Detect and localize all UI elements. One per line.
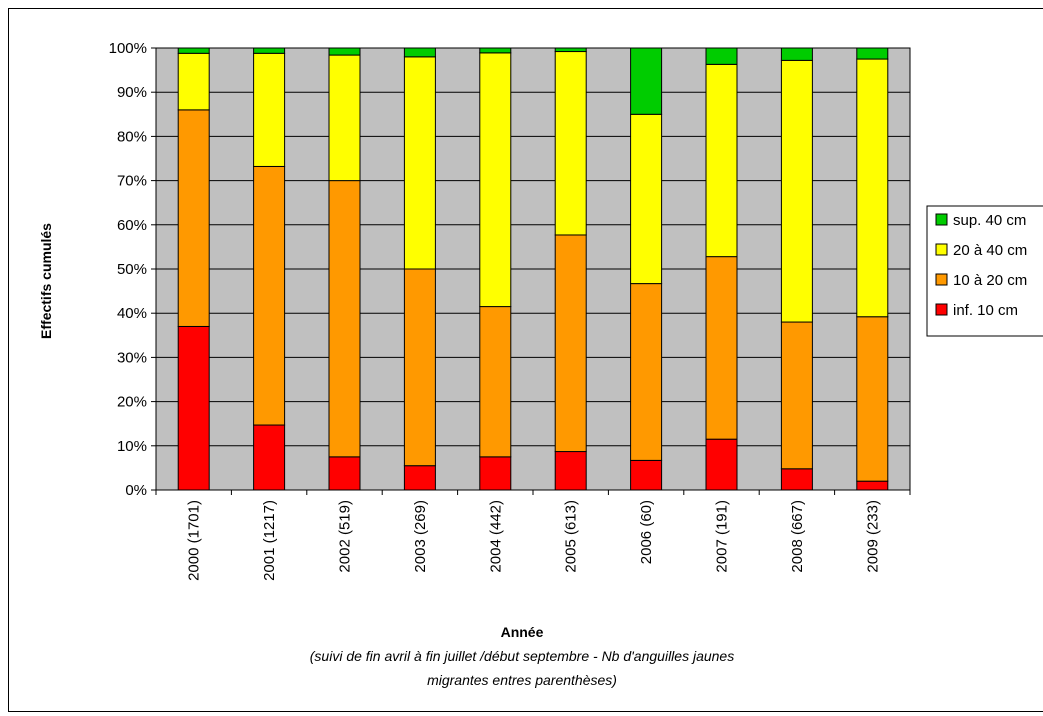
bar-segment-2-10 — [856, 316, 889, 482]
chart-frame: 0% 10% 20% 30% 40% 50% 60% 70% 80% 90% 100% 2000 (… — [8, 8, 1043, 712]
bar-segment-3-9 — [780, 59, 813, 323]
bar-segment-4-9 — [780, 47, 813, 61]
x-tick-label: 2006 (60) — [638, 500, 655, 564]
bar-segment-4-2 — [253, 47, 286, 54]
legend: sup. 40 cm 20 à 40 cm 10 à 20 cm inf. 10 cm — [926, 205, 1043, 337]
bar-segment-4-1 — [177, 47, 210, 54]
x-axis-label: Année — [501, 624, 544, 640]
x-tick-label: 2000 (1701) — [186, 500, 203, 581]
bar-segment-3-6 — [554, 51, 587, 236]
bar-segment-3-10 — [856, 58, 889, 318]
y-tick-label: 50% — [117, 261, 147, 278]
bar-segment-2-1 — [177, 109, 210, 327]
bar-segment-4-4 — [403, 47, 436, 58]
bar-segment-3-4 — [403, 56, 436, 270]
bar-segment-1-8 — [705, 438, 738, 491]
bar-segment-1-10 — [856, 480, 889, 491]
bar-segment-4-6 — [554, 47, 587, 53]
y-tick-label: 80% — [117, 128, 147, 145]
bar-segment-2-7 — [630, 283, 663, 461]
bar-segment-1-1 — [177, 325, 210, 491]
y-tick-label: 20% — [117, 394, 147, 411]
x-tick-label: 2005 (613) — [563, 500, 580, 573]
bar-segment-2-9 — [780, 321, 813, 470]
y-tick-label: 40% — [117, 305, 147, 322]
x-axis-note-line-1: (suivi de fin avril à fin juillet /début… — [310, 648, 734, 664]
x-tick-label: 2003 (269) — [412, 500, 429, 573]
y-tick-label: 0% — [125, 482, 147, 499]
bar-segment-3-2 — [253, 52, 286, 167]
bar-segment-2-4 — [403, 268, 436, 467]
y-tick-label: 60% — [117, 217, 147, 234]
legend-swatch — [935, 243, 948, 256]
legend-swatch — [935, 303, 948, 316]
bar-segment-3-1 — [177, 52, 210, 111]
bar-segment-2-6 — [554, 234, 587, 453]
x-tick-label: 2004 (442) — [487, 500, 504, 573]
x-tick-label: 2007 (191) — [714, 500, 731, 573]
x-tick-label: 2002 (519) — [337, 500, 354, 573]
bar-segment-4-5 — [479, 47, 512, 54]
y-tick-label: 30% — [117, 349, 147, 366]
x-axis-note-line-2: migrantes entres parenthèses) — [427, 672, 617, 688]
y-tick-label: 100% — [109, 40, 147, 57]
y-tick-label: 10% — [117, 438, 147, 455]
bar-segment-4-10 — [856, 47, 889, 60]
bar-segment-4-8 — [705, 47, 738, 65]
legend-label: 10 à 20 cm — [953, 272, 1027, 289]
bar-segment-1-5 — [479, 456, 512, 491]
plot-area — [155, 47, 911, 491]
bar-segment-1-7 — [630, 459, 663, 491]
x-tick-label: 2001 (1217) — [261, 500, 278, 581]
legend-swatch — [935, 273, 948, 286]
x-tick-label: 2009 (233) — [864, 500, 881, 573]
legend-swatch — [935, 213, 948, 226]
y-axis-label: Effectifs cumulés — [38, 223, 54, 339]
bar-segment-3-7 — [630, 113, 663, 285]
y-tick-label: 70% — [117, 173, 147, 190]
bar-segment-1-6 — [554, 451, 587, 491]
bar-segment-1-4 — [403, 465, 436, 491]
x-axis-ticks: 2000 (1701) 2001 (1217) 2002 (519) 2003 (26… — [155, 490, 911, 581]
legend-label: inf. 10 cm — [953, 302, 1018, 319]
bar-segment-4-7 — [630, 47, 663, 115]
stacked-bar-chart: 0% 10% 20% 30% 40% 50% 60% 70% 80% 90% 100% 2000 (… — [38, 40, 1043, 688]
bar-segment-1-9 — [780, 468, 813, 491]
bar-segment-3-8 — [705, 63, 738, 258]
bar-segment-2-2 — [253, 165, 286, 426]
y-tick-label: 90% — [117, 84, 147, 101]
bar-segment-2-3 — [328, 180, 361, 458]
legend-label: sup. 40 cm — [953, 212, 1026, 229]
legend-label: 20 à 40 cm — [953, 242, 1027, 259]
bar-segment-1-3 — [328, 456, 361, 491]
bar-segment-2-5 — [479, 306, 512, 458]
bar-segment-3-3 — [328, 54, 361, 182]
bar-segment-1-2 — [253, 424, 286, 491]
y-axis-ticks: 0% 10% 20% 30% 40% 50% 60% 70% 80% 90% 100% — [109, 40, 156, 499]
bar-segment-2-8 — [705, 256, 738, 440]
bar-segment-4-3 — [328, 47, 361, 56]
x-tick-label: 2008 (667) — [789, 500, 806, 573]
bar-segment-3-5 — [479, 52, 512, 308]
